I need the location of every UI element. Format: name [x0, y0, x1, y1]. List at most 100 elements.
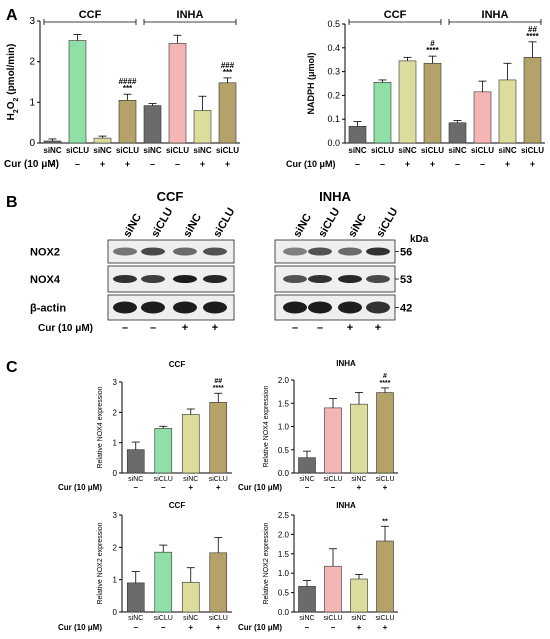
chart-nadph: 0.0 0.1 0.2 0.3 0.4 0.5 NADPH (μmol) siNC – siCLU…	[286, 9, 545, 169]
x-category-label: siNC	[398, 146, 416, 155]
y-tick-label: 3	[29, 16, 35, 27]
blot-band	[308, 247, 332, 256]
blot-band	[366, 247, 390, 256]
bar	[523, 57, 542, 144]
treatment-mark: –	[150, 322, 156, 334]
bar	[348, 126, 367, 144]
y-tick-label: 0.5	[278, 446, 290, 455]
bar	[154, 551, 173, 613]
bar	[126, 582, 145, 613]
significance-label: ****	[526, 32, 539, 41]
blot-band	[283, 275, 307, 283]
treatment-mark: –	[175, 159, 180, 169]
lane-label: siCLU	[374, 206, 400, 240]
bar	[376, 392, 394, 474]
x-category-label: siCLU	[375, 615, 394, 622]
kda-value: 56	[400, 247, 412, 259]
blot-group-label: INHA	[319, 189, 351, 204]
x-category-label: siCLU	[166, 146, 189, 155]
bar	[298, 586, 316, 613]
x-category-label: siCLU	[471, 146, 494, 155]
group-label: CCF	[79, 9, 102, 21]
x-category-label: siCLU	[116, 146, 139, 155]
treatment-mark: –	[331, 483, 336, 492]
panel-letter-b: B	[6, 194, 18, 211]
protein-label: NOX4	[30, 274, 61, 286]
treatment-mark: +	[188, 483, 193, 492]
lane-label: siNC	[346, 212, 369, 240]
treatment-mark: +	[182, 322, 188, 334]
treatment-mark: –	[161, 623, 166, 632]
treatment-label: Cur (10 μM)	[38, 323, 93, 334]
treatment-mark: –	[317, 322, 323, 334]
x-category-label: siNC	[43, 146, 61, 155]
x-category-label: siCLU	[375, 476, 394, 483]
x-category-label: siNC	[128, 476, 143, 483]
blot-band	[283, 247, 307, 256]
x-category-label: siNC	[183, 476, 198, 483]
y-tick-label: 1	[113, 439, 118, 448]
lane-label: siNC	[121, 212, 144, 240]
y-tick-label: 3	[113, 378, 118, 387]
blot-band	[283, 301, 307, 314]
bar	[43, 140, 62, 144]
kda-value: 42	[400, 303, 412, 315]
bar	[181, 414, 200, 474]
treatment-label: Cur (10 μM)	[286, 159, 336, 169]
bar	[498, 79, 517, 144]
x-category-label: siNC	[183, 615, 198, 622]
y-tick-label: 0.4	[327, 43, 340, 53]
blot-band	[308, 301, 332, 314]
bar	[118, 100, 137, 144]
y-axis-label: Relative NOX4 expression	[263, 385, 270, 467]
x-category-label: siCLU	[216, 146, 239, 155]
blot-band	[173, 247, 197, 256]
y-tick-label: 2	[29, 57, 35, 68]
bar	[181, 581, 200, 613]
x-category-label: siNC	[299, 476, 314, 483]
treatment-label: Cur (10 μM)	[58, 483, 102, 492]
x-category-label: siNC	[351, 476, 366, 483]
group-label: INHA	[482, 9, 509, 21]
significance-label: ***	[123, 84, 133, 93]
blot-band	[113, 275, 137, 283]
significance-label: **	[382, 518, 388, 525]
y-axis-label-part: 2	[13, 109, 20, 113]
bar	[473, 91, 492, 144]
significance-label: ****	[380, 380, 391, 387]
chart-title: CCF	[169, 501, 186, 510]
bar	[154, 428, 173, 474]
bar	[93, 137, 112, 144]
x-category-label: siCLU	[371, 146, 394, 155]
y-tick-label: 0	[113, 608, 118, 617]
treatment-mark: +	[530, 159, 535, 169]
treatment-mark: +	[212, 322, 218, 334]
lane-label: siCLU	[316, 206, 342, 240]
blot-band	[338, 247, 362, 256]
blot-band	[338, 275, 362, 283]
significance-label: ##	[214, 378, 222, 385]
treatment-mark: –	[75, 159, 80, 169]
x-category-label: siCLU	[521, 146, 544, 155]
treatment-mark: –	[305, 623, 310, 632]
y-tick-label: 1.0	[278, 423, 290, 432]
blot-band	[203, 247, 227, 256]
kda-label: kDa	[410, 234, 429, 245]
blot-band	[203, 301, 227, 314]
y-tick-label: 0.5	[278, 589, 290, 598]
treatment-mark: +	[383, 483, 388, 492]
bar	[218, 82, 237, 144]
treatment-mark: +	[357, 623, 362, 632]
significance-label: #	[430, 39, 435, 48]
x-category-label: siCLU	[323, 615, 342, 622]
x-category-label: siNC	[143, 146, 161, 155]
x-category-label: siNC	[193, 146, 211, 155]
bar	[209, 402, 228, 474]
y-tick-label: 2	[113, 543, 118, 552]
treatment-label: Cur (10 μM)	[4, 159, 59, 170]
x-category-label: siCLU	[154, 476, 173, 483]
treatment-label: Cur (10 μM)	[58, 623, 102, 632]
y-tick-label: 0	[29, 138, 35, 149]
